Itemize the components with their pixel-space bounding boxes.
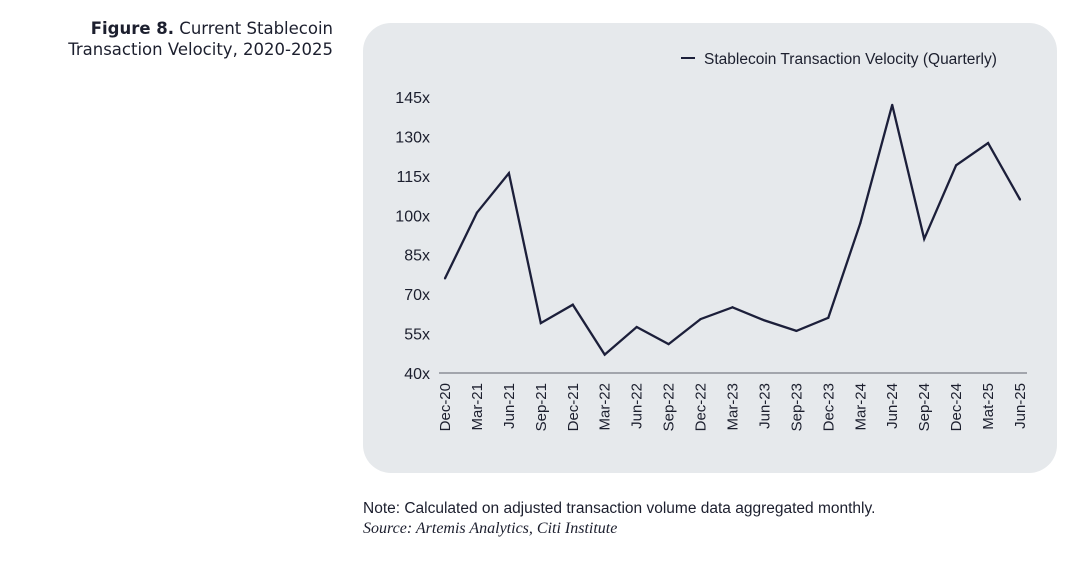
x-tick-label: Sep-21 xyxy=(533,383,550,431)
x-tick-label: Sep-24 xyxy=(916,383,933,431)
x-tick-label: Dec-23 xyxy=(820,383,837,431)
data-point xyxy=(667,342,670,346)
data-point xyxy=(859,222,862,225)
x-tick-label: Mar-24 xyxy=(852,383,869,431)
figure-title-line1: Current Stablecoin xyxy=(179,19,333,38)
x-tick-label: Mar-23 xyxy=(725,383,742,431)
y-tick-label: 85x xyxy=(404,248,430,265)
legend: Stablecoin Transaction Velocity (Quarter… xyxy=(681,51,997,68)
x-tick-label: Jun-22 xyxy=(629,383,646,429)
y-tick-label: 115x xyxy=(396,169,430,186)
y-tick-label: 40x xyxy=(404,366,430,383)
data-point xyxy=(763,319,766,322)
x-tick-label: Mar-21 xyxy=(469,383,486,431)
data-point xyxy=(539,321,542,325)
x-tick-label: Dec-21 xyxy=(565,383,582,431)
y-tick-label: 100x xyxy=(395,208,430,225)
data-point xyxy=(443,277,447,280)
x-axis: Dec-20 Mar-21 Jun-21 Sep-21 Dec-21 Mar-22 Jun-… xyxy=(437,383,1029,431)
x-tick-label: Mat-25 xyxy=(980,383,997,430)
x-tick-label: Jun-25 xyxy=(1012,383,1029,429)
data-point xyxy=(955,164,958,167)
data-point xyxy=(795,329,798,333)
figure-label: Figure 8. xyxy=(90,19,175,38)
series-line xyxy=(443,104,1022,357)
data-point xyxy=(891,103,894,106)
y-tick-label: 130x xyxy=(395,129,430,146)
data-point xyxy=(603,353,606,356)
data-point xyxy=(699,318,702,321)
chart-source: Source: Artemis Analytics, Citi Institut… xyxy=(363,520,618,537)
x-tick-label: Dec-20 xyxy=(437,383,454,431)
x-tick-label: Jun-24 xyxy=(884,383,901,429)
x-tick-label: Jun-21 xyxy=(501,383,518,429)
y-tick-label: 145x xyxy=(395,90,430,107)
data-point xyxy=(1018,198,1022,201)
y-axis: 40x 55x 70x 85x 100x 115x 130x 145x xyxy=(395,90,430,383)
data-point xyxy=(571,303,574,306)
data-point xyxy=(923,237,926,241)
y-tick-label: 70x xyxy=(404,287,430,304)
data-point xyxy=(475,211,479,214)
x-tick-label: Jun-23 xyxy=(756,383,773,429)
x-tick-label: Sep-23 xyxy=(788,383,805,431)
data-point xyxy=(986,141,990,145)
data-point xyxy=(635,325,638,329)
y-tick-label: 55x xyxy=(404,327,430,344)
data-points xyxy=(443,103,1022,356)
figure-title-line2: Transaction Velocity, 2020-2025 xyxy=(68,40,333,59)
x-tick-label: Dec-22 xyxy=(693,383,710,431)
figure-title: Figure 8. Current Stablecoin Transaction… xyxy=(13,18,333,60)
chart-note: Note: Calculated on adjusted transaction… xyxy=(363,500,876,517)
legend-label: Stablecoin Transaction Velocity (Quarter… xyxy=(704,51,997,68)
x-tick-label: Sep-22 xyxy=(661,383,678,431)
data-point xyxy=(507,172,510,175)
data-point xyxy=(827,316,830,319)
chart-panel: Stablecoin Transaction Velocity (Quarter… xyxy=(363,23,1057,473)
line-chart: Stablecoin Transaction Velocity (Quarter… xyxy=(395,51,1029,431)
x-tick-label: Mar-22 xyxy=(597,383,614,431)
x-tick-label: Dec-24 xyxy=(948,383,965,431)
data-point xyxy=(731,306,734,309)
